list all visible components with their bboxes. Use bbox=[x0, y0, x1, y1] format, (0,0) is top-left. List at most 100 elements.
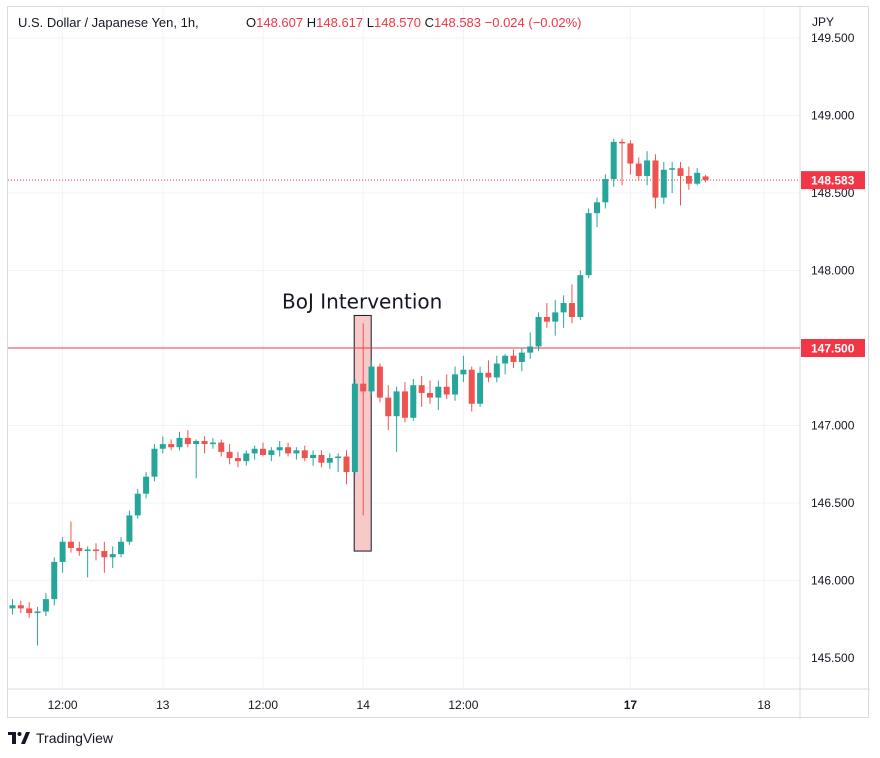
candle bbox=[685, 166, 692, 190]
last-price-tag-bg bbox=[801, 171, 865, 190]
y-tick-label: 148.500 bbox=[811, 186, 855, 200]
candle-body bbox=[669, 168, 676, 170]
symbol-title: U.S. Dollar / Japanese Yen, 1h, bbox=[18, 15, 199, 30]
candle bbox=[401, 382, 408, 423]
candle bbox=[543, 303, 550, 328]
candle-body bbox=[84, 549, 91, 552]
x-tick-label: 18 bbox=[757, 698, 771, 712]
candle-body bbox=[42, 599, 49, 612]
candle bbox=[134, 489, 141, 519]
x-tick-label: 14 bbox=[357, 698, 371, 712]
brand-name: TradingView bbox=[36, 730, 114, 746]
tradingview-brand[interactable]: TradingView bbox=[8, 730, 113, 746]
candle-body bbox=[293, 450, 300, 454]
candle bbox=[209, 437, 216, 449]
candle bbox=[17, 600, 24, 614]
candle bbox=[652, 154, 659, 209]
candle bbox=[694, 168, 701, 186]
candle-body bbox=[418, 385, 425, 393]
candle-body bbox=[176, 437, 183, 448]
candle-body bbox=[401, 391, 408, 418]
candle-body bbox=[301, 450, 308, 459]
candle-body bbox=[485, 372, 492, 378]
candle bbox=[535, 312, 542, 352]
candle bbox=[619, 138, 626, 186]
candle bbox=[493, 355, 500, 383]
candle-body bbox=[452, 374, 459, 395]
candle bbox=[310, 450, 317, 466]
y-tick-label: 147.000 bbox=[811, 419, 855, 433]
open-value: 148.607 bbox=[256, 15, 304, 30]
candle-body bbox=[59, 541, 66, 562]
candle bbox=[343, 450, 350, 485]
candle-body bbox=[368, 366, 375, 392]
candle-body bbox=[535, 317, 542, 347]
candle bbox=[184, 430, 191, 448]
level-price-tag-text: 147.500 bbox=[811, 342, 855, 356]
candle bbox=[602, 174, 609, 209]
candle-body bbox=[385, 397, 392, 417]
candle bbox=[59, 537, 66, 573]
candle bbox=[443, 374, 450, 400]
candle bbox=[485, 360, 492, 383]
candle bbox=[143, 472, 150, 499]
candle bbox=[660, 162, 667, 204]
candle bbox=[201, 436, 208, 454]
candle bbox=[42, 592, 49, 617]
candle-body bbox=[168, 444, 175, 448]
x-tick-label: 12:00 bbox=[448, 698, 478, 712]
candle-body bbox=[109, 554, 116, 558]
candle bbox=[393, 386, 400, 452]
candle-body bbox=[502, 355, 509, 364]
candle-body bbox=[343, 456, 350, 472]
level-price-tag: 147.500 bbox=[801, 339, 865, 357]
candle-body bbox=[493, 363, 500, 378]
candle bbox=[34, 606, 41, 646]
candle-body bbox=[201, 441, 208, 445]
candle-body bbox=[218, 442, 225, 452]
annotation-label: BoJ Intervention bbox=[282, 289, 442, 313]
candle-body bbox=[443, 386, 450, 395]
candle-body bbox=[126, 515, 133, 542]
candle-body bbox=[610, 141, 617, 180]
candle bbox=[76, 541, 83, 556]
candle-body bbox=[568, 303, 575, 317]
candle-body bbox=[9, 605, 16, 609]
candle-body bbox=[93, 549, 99, 552]
y-tick-label: 146.500 bbox=[811, 496, 855, 510]
open-label: O bbox=[246, 15, 257, 30]
candle bbox=[268, 447, 275, 462]
candle bbox=[109, 546, 116, 569]
candle bbox=[84, 546, 91, 578]
candle bbox=[335, 453, 342, 472]
candle-body bbox=[468, 369, 475, 404]
candle bbox=[360, 323, 367, 516]
candle bbox=[67, 521, 74, 553]
candle-body bbox=[260, 448, 266, 455]
candle bbox=[101, 541, 108, 573]
candle-body bbox=[677, 168, 684, 176]
candle-body bbox=[560, 303, 567, 313]
change-value: −0.024 (−0.02%) bbox=[484, 15, 582, 30]
candle-body bbox=[619, 141, 626, 144]
high-value: 148.617 bbox=[316, 15, 364, 30]
candle bbox=[435, 380, 442, 410]
candle bbox=[410, 379, 417, 421]
candle bbox=[585, 208, 592, 279]
candle bbox=[159, 436, 166, 454]
candle-body bbox=[351, 383, 358, 472]
candle bbox=[293, 447, 300, 460]
candlestick-chart[interactable]: 149.500 149.000 148.500 148.000 147.500 147.0… bbox=[8, 7, 870, 719]
candle bbox=[326, 453, 333, 469]
last-price-tag: 148.583 bbox=[801, 171, 865, 190]
candle-body bbox=[226, 451, 233, 459]
candle bbox=[168, 439, 175, 451]
candle bbox=[502, 354, 509, 375]
candle-body bbox=[577, 275, 584, 317]
chart-frame[interactable]: 149.500 149.000 148.500 148.000 147.500 147.0… bbox=[7, 6, 870, 719]
candle-body bbox=[134, 493, 141, 516]
candle bbox=[518, 348, 525, 372]
candle-body bbox=[209, 442, 216, 445]
candle bbox=[351, 379, 358, 476]
candle-body bbox=[427, 392, 433, 398]
